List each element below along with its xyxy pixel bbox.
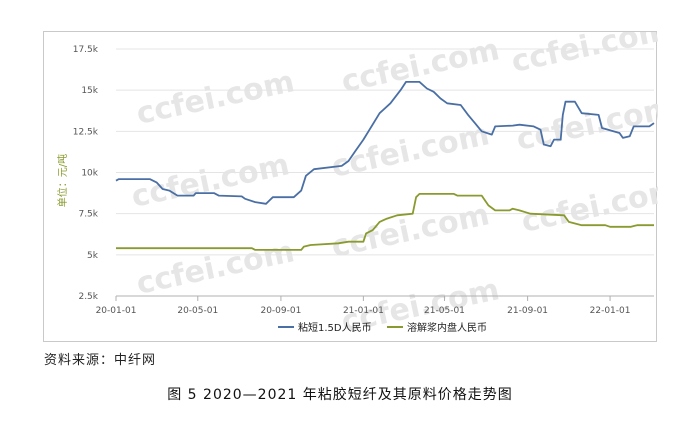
x-tick-label: 20-01-01 — [96, 306, 137, 316]
legend-label: 粘短1.5D人民币 — [298, 321, 372, 334]
watermark-text: ccfei.com — [328, 117, 492, 185]
x-tick-label: 21-05-01 — [424, 306, 465, 316]
y-tick-label: 2.5k — [78, 292, 98, 302]
x-tick-label: 21-09-01 — [507, 306, 548, 316]
legend-label: 溶解浆内盘人民币 — [407, 321, 487, 334]
watermark-text: ccfei.com — [133, 234, 297, 302]
watermark-text: ccfei.com — [133, 64, 297, 132]
x-tick-label: 21-01-01 — [343, 306, 384, 316]
y-tick-label: 5k — [87, 251, 99, 261]
x-tick-label: 20-09-01 — [260, 306, 301, 316]
y-tick-label: 17.5k — [73, 45, 99, 55]
y-tick-label: 15k — [81, 86, 98, 96]
source-note: 资料来源：中纤网 — [44, 353, 157, 368]
figure-caption: 图 5 2020—2021 年粘胶短纤及其原料价格走势图 — [167, 387, 513, 403]
x-tick-label: 20-05-01 — [177, 306, 218, 316]
watermark-text: ccfei.com — [518, 172, 658, 240]
chart-frame: ccfei.com ccfei.com ccfei.com ccfei.com ccfe… — [43, 31, 658, 342]
series-line-1 — [116, 193, 654, 251]
line-chart: ccfei.com ccfei.com ccfei.com ccfei.com ccfe… — [56, 32, 658, 340]
watermark-text: ccfei.com — [513, 90, 658, 158]
x-tick-label: 22-01-01 — [590, 306, 631, 316]
y-tick-label: 10k — [81, 169, 98, 179]
series-line-0 — [115, 81, 655, 205]
y-tick-label: 7.5k — [78, 210, 98, 220]
y-tick-label: 12.5k — [73, 127, 99, 137]
watermark-text: ccfei.com — [508, 32, 658, 80]
y-axis-label: 单位：元/吨 — [56, 154, 69, 207]
